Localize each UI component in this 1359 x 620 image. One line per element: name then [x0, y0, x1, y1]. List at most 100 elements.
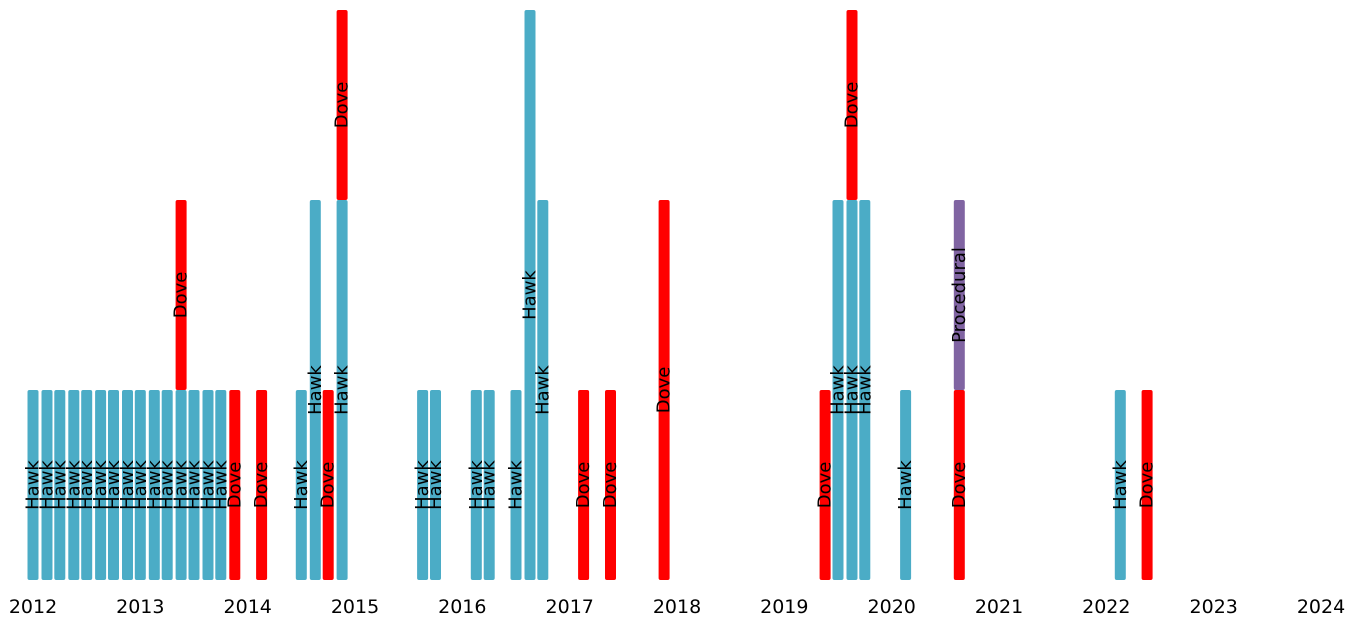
bar-segment-hawk	[900, 390, 912, 580]
bar-segment-hawk	[417, 390, 429, 580]
x-tick-label: 2019	[760, 596, 808, 618]
bar-label: Hawk	[117, 460, 138, 510]
bar-label: Hawk	[291, 460, 312, 510]
bar-label: Hawk	[37, 460, 58, 510]
x-tick-label: 2021	[975, 596, 1023, 618]
x-tick-label: 2013	[116, 596, 164, 618]
bar-label: Hawk	[532, 365, 553, 415]
bar-segment-hawk	[295, 390, 307, 580]
bar-label: Dove	[1137, 462, 1158, 509]
bar-segment-hawk	[1114, 390, 1126, 580]
bar-segment-hawk	[122, 390, 133, 580]
x-tick-label: 2014	[224, 596, 272, 618]
bar-labels: HawkHawkHawkHawkHawkHawkHawkHawkHawkHawk…	[23, 82, 1158, 510]
bar-segment-hawk	[336, 200, 348, 580]
bar-segment-dove	[336, 10, 348, 200]
x-tick-label: 2016	[438, 596, 486, 618]
bar-segment-procedural	[953, 200, 965, 390]
bar-segment-hawk	[309, 200, 321, 580]
bar-segment-hawk	[161, 390, 173, 580]
bar-label: Hawk	[466, 460, 487, 510]
bar-label: Dove	[573, 462, 594, 509]
bar-segment-hawk	[188, 390, 200, 580]
bar-label: Procedural	[949, 247, 970, 343]
bar-segment-hawk	[175, 390, 187, 580]
bar-stacks	[27, 10, 1153, 580]
bar-label: Hawk	[63, 460, 84, 510]
bar-segment-hawk	[483, 390, 495, 580]
bar-segment-hawk	[215, 390, 227, 580]
bar-segment-dove	[175, 200, 187, 390]
bar-segment-dove	[578, 390, 590, 580]
bar-label: Hawk	[210, 460, 231, 510]
bar-segment-hawk	[859, 200, 871, 580]
x-tick-label: 2018	[653, 596, 701, 618]
bar-segment-hawk	[134, 390, 146, 580]
bar-label: Hawk	[895, 460, 916, 510]
bar-label: Hawk	[305, 365, 326, 415]
bar-label: Dove	[842, 82, 863, 129]
bar-segment-hawk	[524, 10, 536, 580]
bar-label: Dove	[171, 272, 192, 319]
bar-segment-hawk	[510, 390, 522, 580]
x-tick-label: 2017	[546, 596, 594, 618]
bar-segment-hawk	[832, 200, 844, 580]
bar-label: Hawk	[412, 460, 433, 510]
x-tick-label: 2024	[1297, 596, 1345, 618]
bar-label: Hawk	[854, 365, 875, 415]
x-tick-label: 2020	[868, 596, 916, 618]
bar-segment-dove	[658, 200, 670, 580]
bar-label: Hawk	[425, 460, 446, 510]
bar-label: Hawk	[144, 460, 165, 510]
bar-label: Dove	[654, 367, 675, 414]
bar-label: Hawk	[842, 365, 863, 415]
x-tick-label: 2015	[331, 596, 379, 618]
bar-segment-dove	[819, 390, 831, 580]
bar-label: Dove	[318, 462, 339, 509]
bar-segment-hawk	[470, 390, 482, 580]
bar-segment-hawk	[41, 390, 53, 580]
bar-label: Hawk	[130, 460, 151, 510]
bar-segment-dove	[846, 10, 858, 200]
x-tick-label: 2022	[1082, 596, 1130, 618]
bar-segment-hawk	[537, 200, 549, 580]
x-axis-ticks: 2012 2013 2014 2015 2016 2017 2018 2019 2020 2021…	[9, 596, 1345, 618]
bar-segment-hawk	[430, 390, 441, 580]
bar-segment-dove	[1141, 390, 1153, 580]
bar-label: Hawk	[1110, 460, 1131, 510]
bar-label: Hawk	[828, 365, 849, 415]
bar-label: Hawk	[157, 460, 178, 510]
bar-label: Hawk	[332, 365, 353, 415]
bar-segment-hawk	[846, 200, 858, 580]
bar-label: Hawk	[103, 460, 124, 510]
bar-segment-hawk	[95, 390, 107, 580]
bar-segment-hawk	[202, 390, 214, 580]
bar-label: Hawk	[184, 460, 205, 510]
bar-label: Dove	[224, 462, 245, 509]
bar-label: Dove	[251, 462, 272, 509]
bar-label: Dove	[949, 462, 970, 509]
bar-segment-dove	[322, 390, 334, 580]
bar-label: Dove	[600, 462, 621, 509]
bar-label: Hawk	[49, 460, 70, 510]
bar-label: Hawk	[76, 460, 97, 510]
bar-segment-dove	[256, 390, 268, 580]
bar-label: Hawk	[171, 460, 192, 510]
x-tick-label: 2012	[9, 596, 57, 618]
bar-segment-hawk	[81, 390, 93, 580]
bar-label: Hawk	[506, 460, 527, 510]
bar-label: Dove	[332, 82, 353, 129]
bar-label: Hawk	[520, 270, 541, 320]
bar-segment-hawk	[108, 390, 119, 580]
bar-segment-hawk	[54, 390, 66, 580]
bar-segment-hawk	[27, 390, 39, 580]
bar-label: Hawk	[479, 460, 500, 510]
x-tick-label: 2023	[1190, 596, 1238, 618]
bar-segment-dove	[953, 390, 965, 580]
bar-segment-dove	[605, 390, 616, 580]
bar-segment-hawk	[68, 390, 80, 580]
bar-label: Hawk	[23, 460, 44, 510]
bar-segment-hawk	[148, 390, 160, 580]
bar-label: Dove	[815, 462, 836, 509]
